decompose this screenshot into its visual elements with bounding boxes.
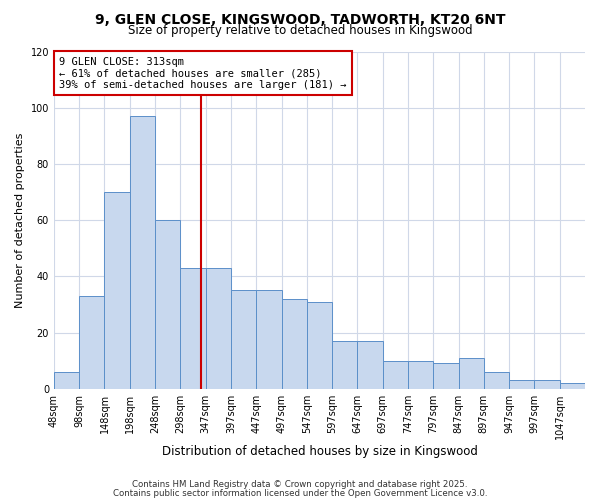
- Text: Contains public sector information licensed under the Open Government Licence v3: Contains public sector information licen…: [113, 488, 487, 498]
- Text: Size of property relative to detached houses in Kingswood: Size of property relative to detached ho…: [128, 24, 472, 37]
- Bar: [281, 299, 307, 388]
- Bar: [332, 341, 358, 388]
- Bar: [484, 372, 509, 388]
- Bar: [256, 290, 281, 388]
- Bar: [509, 380, 535, 388]
- Bar: [433, 364, 458, 388]
- Bar: [383, 360, 408, 388]
- X-axis label: Distribution of detached houses by size in Kingswood: Distribution of detached houses by size …: [161, 444, 478, 458]
- Bar: [206, 268, 231, 388]
- Bar: [130, 116, 155, 388]
- Bar: [535, 380, 560, 388]
- Y-axis label: Number of detached properties: Number of detached properties: [15, 132, 25, 308]
- Bar: [307, 302, 332, 388]
- Bar: [181, 268, 206, 388]
- Bar: [155, 220, 181, 388]
- Bar: [54, 372, 79, 388]
- Bar: [231, 290, 256, 388]
- Bar: [104, 192, 130, 388]
- Bar: [358, 341, 383, 388]
- Text: Contains HM Land Registry data © Crown copyright and database right 2025.: Contains HM Land Registry data © Crown c…: [132, 480, 468, 489]
- Text: 9, GLEN CLOSE, KINGSWOOD, TADWORTH, KT20 6NT: 9, GLEN CLOSE, KINGSWOOD, TADWORTH, KT20…: [95, 12, 505, 26]
- Bar: [79, 296, 104, 388]
- Bar: [408, 360, 433, 388]
- Bar: [458, 358, 484, 388]
- Bar: [560, 383, 585, 388]
- Text: 9 GLEN CLOSE: 313sqm
← 61% of detached houses are smaller (285)
39% of semi-deta: 9 GLEN CLOSE: 313sqm ← 61% of detached h…: [59, 56, 347, 90]
